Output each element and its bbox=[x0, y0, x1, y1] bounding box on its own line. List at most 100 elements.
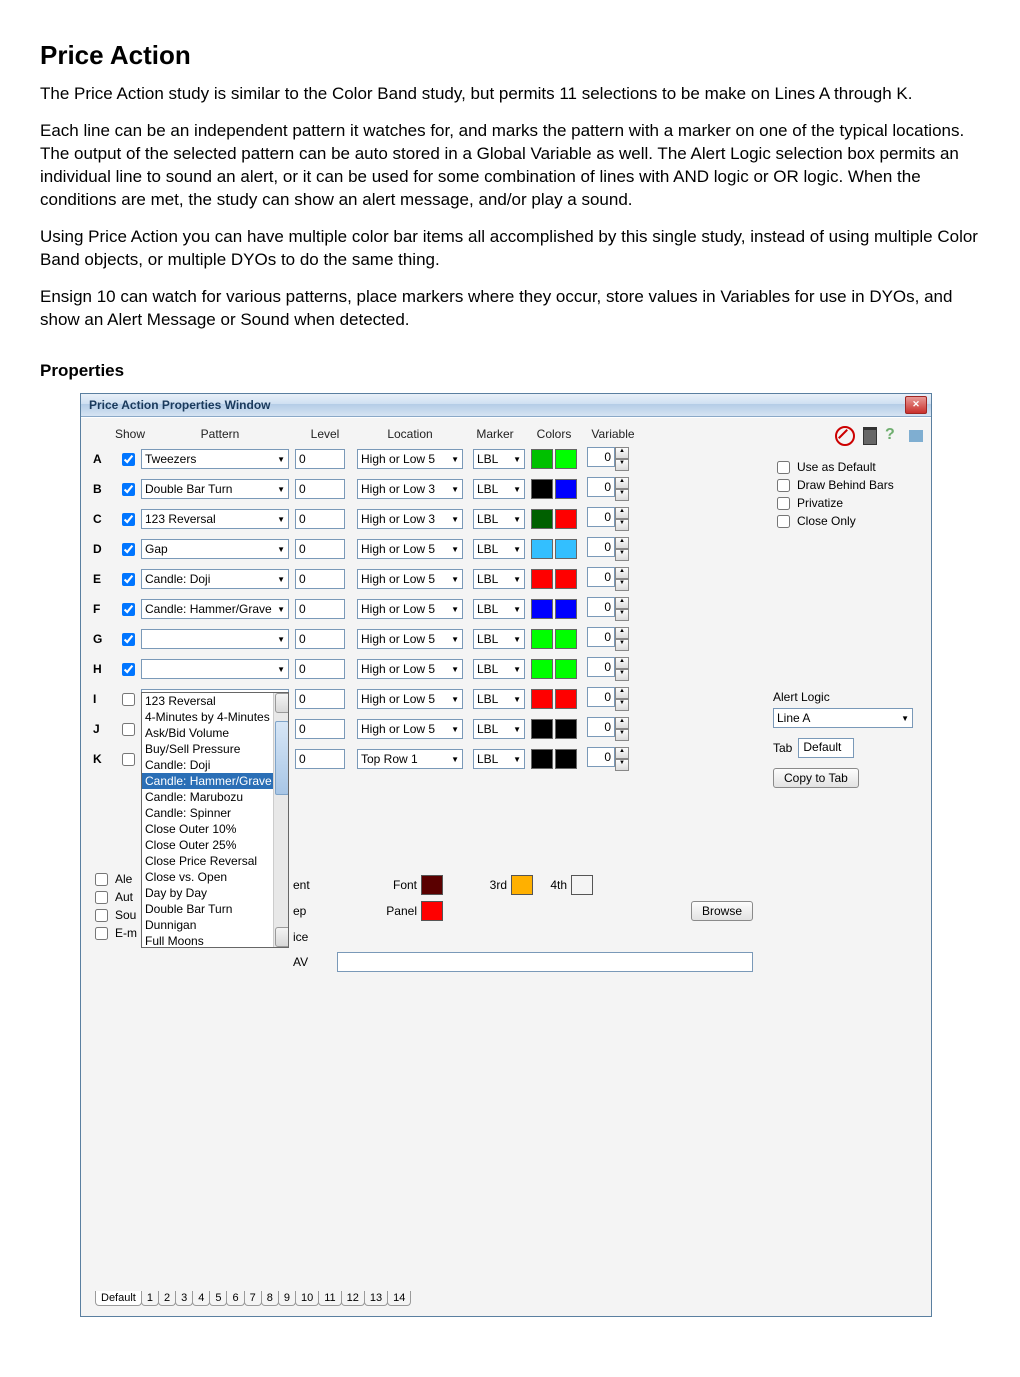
location-select[interactable]: Top Row 1▼ bbox=[357, 749, 463, 769]
location-select[interactable]: High or Low 5▼ bbox=[357, 689, 463, 709]
variable-spinner[interactable]: 0▲▼ bbox=[587, 477, 633, 501]
marker-select[interactable]: LBL▼ bbox=[473, 479, 525, 499]
dropdown-item[interactable]: Candle: Spinner bbox=[142, 805, 274, 821]
variable-spinner[interactable]: 0▲▼ bbox=[587, 597, 633, 621]
location-select[interactable]: High or Low 5▼ bbox=[357, 629, 463, 649]
pattern-select[interactable]: Candle: Hammer/Grave▼ bbox=[141, 599, 289, 619]
location-select[interactable]: High or Low 3▼ bbox=[357, 509, 463, 529]
show-checkbox[interactable] bbox=[122, 723, 135, 736]
color-swatch-2[interactable] bbox=[555, 659, 577, 679]
color-swatch-2[interactable] bbox=[555, 479, 577, 499]
pattern-select[interactable]: Gap▼ bbox=[141, 539, 289, 559]
location-select[interactable]: High or Low 3▼ bbox=[357, 479, 463, 499]
pattern-select[interactable]: 123 Reversal▼ bbox=[141, 509, 289, 529]
close-icon[interactable]: ✕ bbox=[905, 396, 927, 414]
right-option[interactable]: Close Only bbox=[773, 512, 923, 530]
marker-select[interactable]: LBL▼ bbox=[473, 449, 525, 469]
level-input[interactable] bbox=[295, 749, 345, 769]
marker-select[interactable]: LBL▼ bbox=[473, 539, 525, 559]
marker-select[interactable]: LBL▼ bbox=[473, 569, 525, 589]
tab[interactable]: 4 bbox=[192, 1291, 210, 1306]
level-input[interactable] bbox=[295, 569, 345, 589]
pattern-dropdown-list[interactable]: 123 Reversal4-Minutes by 4-MinutesAsk/Bi… bbox=[141, 692, 289, 948]
variable-spinner[interactable]: 0▲▼ bbox=[587, 717, 633, 741]
dropdown-item[interactable]: Close Outer 25% bbox=[142, 837, 274, 853]
right-option[interactable]: Draw Behind Bars bbox=[773, 476, 923, 494]
location-select[interactable]: High or Low 5▼ bbox=[357, 449, 463, 469]
color-swatch-2[interactable] bbox=[555, 629, 577, 649]
level-input[interactable] bbox=[295, 539, 345, 559]
color-swatch-1[interactable] bbox=[531, 599, 553, 619]
panel-color-swatch[interactable] bbox=[421, 901, 443, 921]
right-option[interactable]: Use as Default bbox=[773, 458, 923, 476]
color-swatch-2[interactable] bbox=[555, 599, 577, 619]
tab[interactable]: Default bbox=[95, 1291, 142, 1306]
dropdown-item[interactable]: Day by Day bbox=[142, 885, 274, 901]
marker-select[interactable]: LBL▼ bbox=[473, 749, 525, 769]
color-swatch-2[interactable] bbox=[555, 539, 577, 559]
variable-spinner[interactable]: 0▲▼ bbox=[587, 657, 633, 681]
location-select[interactable]: High or Low 5▼ bbox=[357, 659, 463, 679]
wav-path-input[interactable] bbox=[337, 952, 753, 972]
marker-select[interactable]: LBL▼ bbox=[473, 509, 525, 529]
tab[interactable]: 5 bbox=[209, 1291, 227, 1306]
tab[interactable]: 9 bbox=[278, 1291, 296, 1306]
tab[interactable]: 1 bbox=[141, 1291, 159, 1306]
dropdown-item[interactable]: Candle: Marubozu bbox=[142, 789, 274, 805]
tab[interactable]: 8 bbox=[261, 1291, 279, 1306]
color-swatch-1[interactable] bbox=[531, 689, 553, 709]
level-input[interactable] bbox=[295, 719, 345, 739]
location-select[interactable]: High or Low 5▼ bbox=[357, 599, 463, 619]
option-checkbox[interactable]: Sou bbox=[91, 906, 137, 924]
variable-spinner[interactable]: 0▲▼ bbox=[587, 567, 633, 591]
color-swatch-2[interactable] bbox=[555, 569, 577, 589]
tab[interactable]: 12 bbox=[341, 1291, 365, 1306]
variable-spinner[interactable]: 0▲▼ bbox=[587, 507, 633, 531]
color-swatch-2[interactable] bbox=[555, 689, 577, 709]
level-input[interactable] bbox=[295, 509, 345, 529]
level-input[interactable] bbox=[295, 659, 345, 679]
tab[interactable]: 13 bbox=[364, 1291, 388, 1306]
show-checkbox[interactable] bbox=[122, 753, 135, 766]
alert-logic-select[interactable]: Line A▼ bbox=[773, 708, 913, 728]
tab[interactable]: 3 bbox=[175, 1291, 193, 1306]
variable-spinner[interactable]: 0▲▼ bbox=[587, 747, 633, 771]
chart-icon[interactable] bbox=[909, 430, 923, 442]
font-color-swatch[interactable] bbox=[421, 875, 443, 895]
option-checkbox[interactable]: Aut bbox=[91, 888, 137, 906]
dropdown-item[interactable]: Dunnigan bbox=[142, 917, 274, 933]
dropdown-item[interactable]: Buy/Sell Pressure bbox=[142, 741, 274, 757]
color-swatch-1[interactable] bbox=[531, 539, 553, 559]
cancel-icon[interactable] bbox=[835, 426, 855, 446]
third-color-swatch[interactable] bbox=[511, 875, 533, 895]
color-swatch-1[interactable] bbox=[531, 509, 553, 529]
tab[interactable]: 11 bbox=[318, 1291, 341, 1306]
tab[interactable]: 2 bbox=[158, 1291, 176, 1306]
color-swatch-2[interactable] bbox=[555, 449, 577, 469]
pattern-select[interactable]: ▼ bbox=[141, 629, 289, 649]
right-option[interactable]: Privatize bbox=[773, 494, 923, 512]
variable-spinner[interactable]: 0▲▼ bbox=[587, 627, 633, 651]
variable-spinner[interactable]: 0▲▼ bbox=[587, 687, 633, 711]
color-swatch-1[interactable] bbox=[531, 569, 553, 589]
help-icon[interactable]: ? bbox=[885, 428, 901, 444]
show-checkbox[interactable] bbox=[122, 483, 135, 496]
dropdown-item[interactable]: Candle: Hammer/Grave bbox=[142, 773, 274, 789]
marker-select[interactable]: LBL▼ bbox=[473, 689, 525, 709]
color-swatch-1[interactable] bbox=[531, 449, 553, 469]
scrollbar[interactable]: ▲ ▼ bbox=[273, 693, 288, 947]
dropdown-item[interactable]: Full Moons bbox=[142, 933, 274, 948]
show-checkbox[interactable] bbox=[122, 513, 135, 526]
dropdown-item[interactable]: Candle: Doji bbox=[142, 757, 274, 773]
marker-select[interactable]: LBL▼ bbox=[473, 599, 525, 619]
level-input[interactable] bbox=[295, 479, 345, 499]
fourth-color-swatch[interactable] bbox=[571, 875, 593, 895]
level-input[interactable] bbox=[295, 629, 345, 649]
pattern-select[interactable]: ▼ bbox=[141, 659, 289, 679]
pattern-select[interactable]: Candle: Doji▼ bbox=[141, 569, 289, 589]
option-checkbox[interactable]: E-m bbox=[91, 924, 137, 942]
dropdown-item[interactable]: 123 Reversal bbox=[142, 693, 274, 709]
dropdown-item[interactable]: Ask/Bid Volume bbox=[142, 725, 274, 741]
location-select[interactable]: High or Low 5▼ bbox=[357, 719, 463, 739]
tab[interactable]: 7 bbox=[244, 1291, 262, 1306]
